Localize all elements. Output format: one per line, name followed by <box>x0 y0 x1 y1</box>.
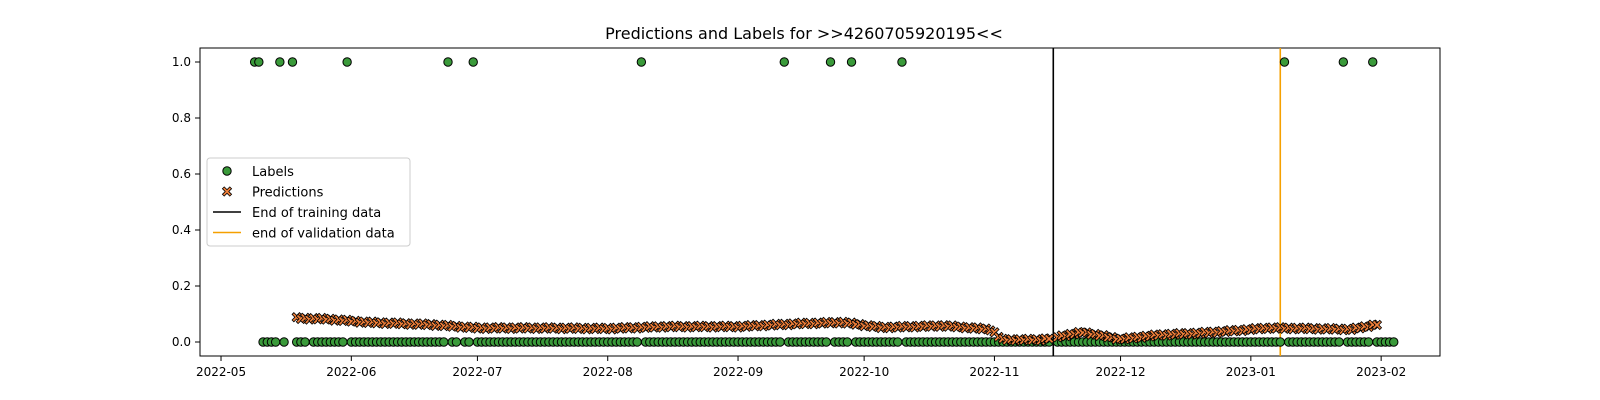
label-point <box>464 337 474 347</box>
label-point <box>636 57 647 67</box>
prediction-point <box>1043 333 1055 345</box>
x-tick-label: 2022-07 <box>452 365 502 379</box>
vertical-lines <box>1052 48 1282 356</box>
label-point <box>1368 57 1378 67</box>
label-point <box>300 337 310 347</box>
x-tick-label: 2022-09 <box>713 365 763 379</box>
y-tick-label: 0.6 <box>172 167 191 181</box>
x-axis: 2022-05 2022-06 2022-07 2022-08 2022-09 2022-… <box>196 356 1406 379</box>
legend: Labels Predictions End of training data end… <box>206 157 411 247</box>
x-tick-label: 2023-02 <box>1356 365 1406 379</box>
legend-marker-labels <box>222 166 232 176</box>
label-point <box>779 57 789 67</box>
label-point <box>842 337 853 347</box>
label-point <box>468 57 478 67</box>
label-point <box>1334 337 1344 347</box>
legend-label: Labels <box>252 165 294 180</box>
plot-area <box>199 47 1441 357</box>
label-point <box>279 337 289 347</box>
label-point <box>254 57 264 67</box>
label-point <box>287 57 298 67</box>
label-point <box>1363 337 1374 347</box>
legend-label: End of training data <box>252 206 381 221</box>
legend-box <box>206 157 411 247</box>
legend-marker-predictions <box>221 186 233 197</box>
x-tick-label: 2023-01 <box>1226 365 1276 379</box>
y-tick-label: 0.0 <box>172 335 191 349</box>
label-point <box>1389 337 1399 347</box>
x-tick-label: 2022-11 <box>969 365 1019 379</box>
legend-label: Predictions <box>252 186 324 201</box>
label-point <box>443 57 453 67</box>
label-point <box>342 57 352 67</box>
y-tick-label: 0.2 <box>172 279 191 293</box>
series-labels <box>249 57 1399 347</box>
chart-title: Predictions and Labels for >>42607059201… <box>605 24 1003 43</box>
y-axis: 0.0 0.2 0.4 0.6 0.8 1.0 <box>172 55 200 349</box>
label-point <box>1275 337 1285 347</box>
prediction-point <box>1371 319 1383 331</box>
label-point <box>846 57 857 67</box>
y-tick-label: 1.0 <box>172 55 191 69</box>
x-tick-label: 2022-12 <box>1095 365 1145 379</box>
label-point <box>338 337 348 347</box>
label-point <box>451 337 462 347</box>
label-point <box>775 337 785 347</box>
x-tick-label: 2022-05 <box>196 365 246 379</box>
label-point <box>275 57 285 67</box>
y-tick-label: 0.8 <box>172 111 191 125</box>
y-tick-label: 0.4 <box>172 223 191 237</box>
x-tick-label: 2022-08 <box>583 365 633 379</box>
label-point <box>821 337 832 347</box>
series-predictions <box>291 312 1383 346</box>
x-tick-label: 2022-10 <box>839 365 889 379</box>
label-point <box>632 337 642 347</box>
x-tick-label: 2022-06 <box>326 365 376 379</box>
label-point <box>897 57 907 67</box>
label-point <box>1279 57 1290 67</box>
label-point <box>1338 57 1349 67</box>
label-point <box>439 337 449 347</box>
label-point <box>825 57 836 67</box>
legend-label: end of validation data <box>252 227 395 242</box>
label-point <box>270 337 281 347</box>
label-point <box>893 337 903 347</box>
